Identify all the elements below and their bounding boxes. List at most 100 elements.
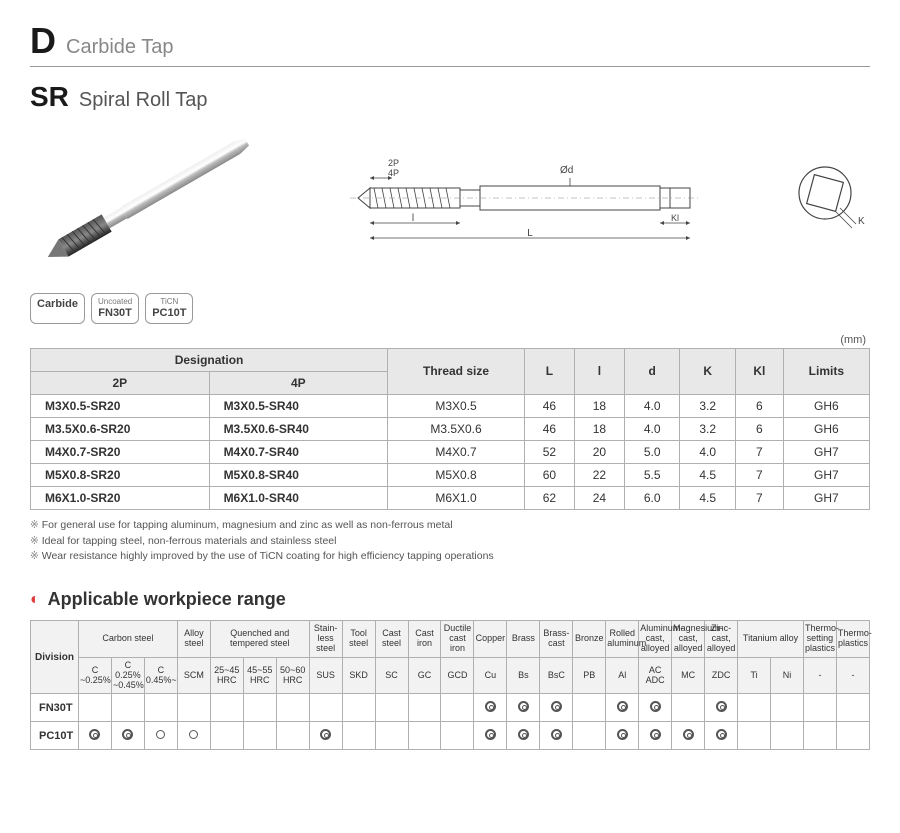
- mark-cell: [408, 722, 441, 750]
- mark-cell: [573, 722, 606, 750]
- table-row: M5X0.8-SR20M5X0.8-SR40M5X0.860225.54.57G…: [31, 463, 870, 486]
- wp-sub-header: Ni: [771, 657, 804, 694]
- wp-top-header: Thermo-setting plastics: [803, 621, 836, 658]
- mark-cell: [144, 694, 177, 722]
- wp-top-header: Brass-cast: [540, 621, 573, 658]
- wp-top-header: Cast steel: [375, 621, 408, 658]
- double-circle-icon: [617, 729, 628, 740]
- table-cell: 62: [524, 486, 574, 509]
- mark-cell: [573, 694, 606, 722]
- table-cell: GH6: [783, 394, 869, 417]
- double-circle-icon: [320, 729, 331, 740]
- th-division: Division: [31, 621, 79, 694]
- double-circle-icon: [650, 701, 661, 712]
- wp-sub-header: BsC: [540, 657, 573, 694]
- circle-icon: [189, 730, 198, 739]
- title-name: Spiral Roll Tap: [79, 89, 208, 112]
- wp-sub-header: Cu: [474, 657, 507, 694]
- table-cell: M3X0.5-SR20: [31, 394, 210, 417]
- wp-top-header: Bronze: [573, 621, 606, 658]
- header-subtitle: Carbide Tap: [66, 36, 173, 59]
- mark-cell: [639, 722, 672, 750]
- mark-cell: [210, 722, 243, 750]
- mark-cell: [639, 694, 672, 722]
- mark-cell: [803, 694, 836, 722]
- mark-cell: [672, 722, 705, 750]
- table-cell: M3X0.5: [388, 394, 525, 417]
- th-l: l: [574, 348, 624, 394]
- mark-cell: [342, 694, 375, 722]
- wp-sub-header: SC: [375, 657, 408, 694]
- header-divider: [30, 66, 870, 67]
- wp-top-header: Tool steel: [342, 621, 375, 658]
- th-2p: 2P: [31, 371, 210, 394]
- wp-sub-header: PB: [573, 657, 606, 694]
- badge-ticn: TiCN PC10T: [145, 293, 193, 324]
- technical-drawing: 2P 4P Ød l L Kl: [300, 148, 760, 248]
- grade-cell: PC10T: [31, 722, 79, 750]
- workpiece-title: Applicable workpiece range: [48, 589, 286, 610]
- double-circle-icon: [716, 701, 727, 712]
- wp-sub-header: GC: [408, 657, 441, 694]
- table-cell: 7: [735, 463, 783, 486]
- table-cell: GH7: [783, 440, 869, 463]
- table-row: PC10T: [31, 722, 870, 750]
- svg-text:l: l: [412, 213, 414, 224]
- table-cell: M5X0.8: [388, 463, 525, 486]
- wp-top-header: Quenched and tempered steel: [210, 621, 309, 658]
- mark-cell: [79, 722, 112, 750]
- wp-sub-header: C 0.25% ~0.45%: [111, 657, 144, 694]
- mark-cell: [276, 722, 309, 750]
- table-cell: 4.0: [624, 394, 680, 417]
- mark-cell: [606, 694, 639, 722]
- table-cell: 4.5: [680, 486, 736, 509]
- table-cell: 6.0: [624, 486, 680, 509]
- wp-sub-header: 45~55 HRC: [243, 657, 276, 694]
- title-code: SR: [30, 81, 69, 113]
- mark-cell: [705, 694, 738, 722]
- wp-sub-header: -: [803, 657, 836, 694]
- note-1: For general use for tapping aluminum, ma…: [30, 518, 870, 534]
- mark-cell: [441, 694, 474, 722]
- wp-sub-header: AC ADC: [639, 657, 672, 694]
- wp-top-header: Alloy steel: [177, 621, 210, 658]
- double-circle-icon: [650, 729, 661, 740]
- table-cell: M6X1.0-SR40: [209, 486, 388, 509]
- th-thread: Thread size: [388, 348, 525, 394]
- mark-cell: [771, 694, 804, 722]
- double-circle-icon: [716, 729, 727, 740]
- unit-label: (mm): [30, 334, 870, 346]
- table-cell: M4X0.7-SR20: [31, 440, 210, 463]
- wp-top-header: Copper: [474, 621, 507, 658]
- wp-sub-header: GCD: [441, 657, 474, 694]
- wp-top-header: Brass: [507, 621, 540, 658]
- table-cell: 18: [574, 394, 624, 417]
- note-3: Wear resistance highly improved by the u…: [30, 549, 870, 565]
- mark-cell: [540, 722, 573, 750]
- mark-cell: [375, 722, 408, 750]
- table-cell: 4.0: [624, 417, 680, 440]
- mark-cell: [738, 694, 771, 722]
- mark-cell: [474, 722, 507, 750]
- mark-cell: [672, 694, 705, 722]
- wp-sub-header: Al: [606, 657, 639, 694]
- wp-top-header: Carbon steel: [79, 621, 178, 658]
- mark-cell: [342, 722, 375, 750]
- wp-sub-header: SUS: [309, 657, 342, 694]
- mark-cell: [243, 694, 276, 722]
- hero-row: 2P 4P Ød l L Kl: [30, 123, 870, 273]
- table-cell: 7: [735, 440, 783, 463]
- mark-cell: [79, 694, 112, 722]
- mark-cell: [771, 722, 804, 750]
- tap-photo: [30, 128, 270, 268]
- wp-sub-header: SCM: [177, 657, 210, 694]
- table-cell: M6X1.0-SR20: [31, 486, 210, 509]
- wp-top-header: Ductile cast iron: [441, 621, 474, 658]
- table-cell: 4.0: [680, 440, 736, 463]
- wp-sub-header: C ~0.25%: [79, 657, 112, 694]
- table-cell: M4X0.7-SR40: [209, 440, 388, 463]
- notes: For general use for tapping aluminum, ma…: [30, 518, 870, 565]
- svg-text:Kl: Kl: [671, 213, 679, 223]
- svg-text:L: L: [527, 228, 533, 239]
- table-cell: M6X1.0: [388, 486, 525, 509]
